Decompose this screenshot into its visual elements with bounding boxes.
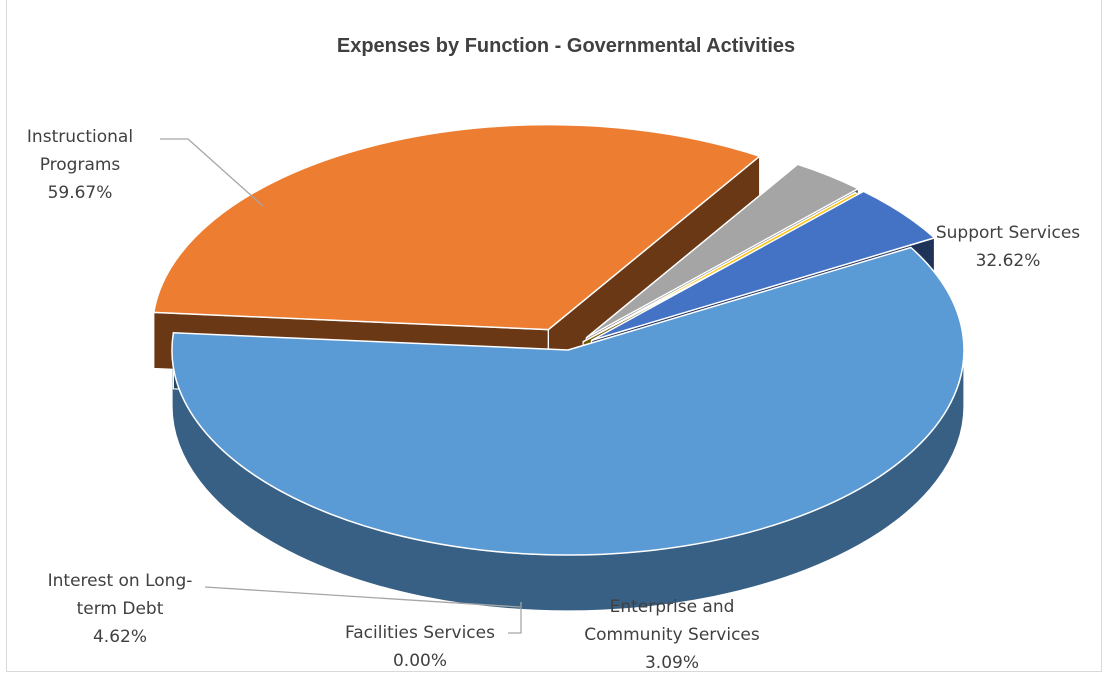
leader-line-interest-on-long-term-debt: [204, 586, 521, 608]
data-labels: Instructional Programs 59.67% Support Servi…: [27, 127, 1080, 673]
data-label-support-services: Support Services 32.62%: [936, 223, 1080, 271]
data-label-category: Programs: [40, 155, 121, 175]
data-label-facilities-services: Facilities Services 0.00%: [345, 623, 495, 671]
data-label-category: Facilities Services: [345, 623, 495, 643]
data-label-category: Interest on Long-: [48, 571, 193, 591]
slice-enterprise-and-community-services: [585, 163, 860, 339]
data-label-category: Support Services: [936, 223, 1080, 243]
data-label-value: 59.67%: [48, 183, 113, 203]
data-label-category: Community Services: [584, 625, 760, 645]
data-label-category: term Debt: [77, 599, 164, 619]
data-label-instructional-programs: Instructional Programs 59.67%: [27, 127, 133, 203]
slice-instructional-programs: [171, 246, 965, 556]
chart-title: Expenses by Function - Governmental Acti…: [337, 35, 795, 57]
data-label-value: 0.00%: [393, 651, 447, 671]
leader-line-instructional-programs: [160, 138, 264, 207]
data-label-value: 32.62%: [976, 251, 1041, 271]
leader-line-facilities-services: [508, 602, 522, 634]
data-label-interest-on-long-term-debt: Interest on Long-term Debt 4.62%: [48, 571, 193, 647]
slice-interest-on-long-term-debt: [591, 190, 936, 342]
data-label-category: Enterprise and: [610, 597, 735, 617]
slice-support-services: [152, 123, 762, 331]
pie-slices: [152, 123, 965, 612]
data-label-enterprise-and-community-services: Enterprise and Community Services 3.09%: [584, 597, 760, 673]
leader-lines: [160, 138, 522, 634]
data-label-value: 4.62%: [93, 627, 147, 647]
data-label-value: 3.09%: [645, 653, 699, 673]
data-label-category: Instructional: [27, 127, 133, 147]
